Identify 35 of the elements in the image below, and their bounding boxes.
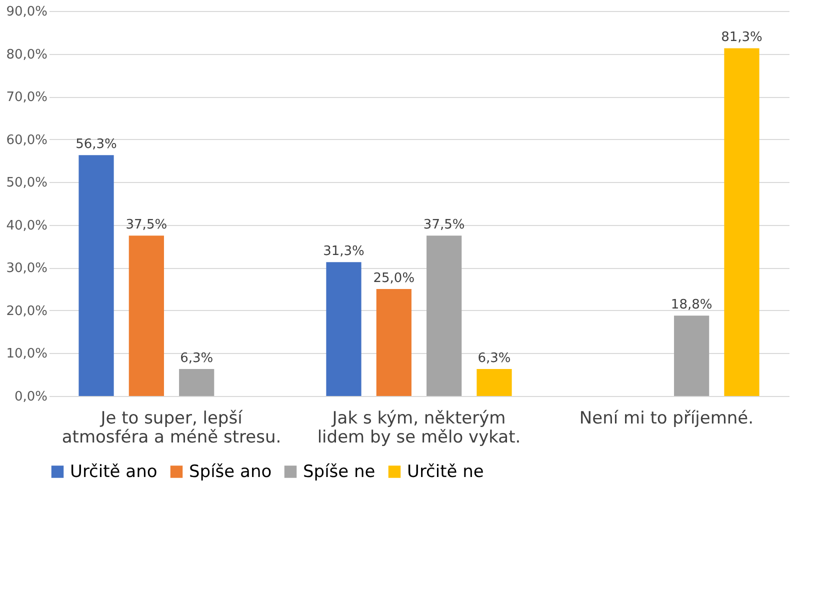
y-tick-label: 50,0% <box>6 176 48 191</box>
bar <box>179 369 214 396</box>
data-label: 6,3% <box>180 351 214 366</box>
bar <box>376 289 412 396</box>
data-label: 25,0% <box>373 271 415 286</box>
bar <box>426 236 462 396</box>
data-label: 37,5% <box>126 218 168 233</box>
x-tick-label: Není mi to příjemné. <box>579 408 754 428</box>
legend-label: Spíše ne <box>303 462 376 482</box>
data-label: 81,3% <box>721 30 762 46</box>
y-tick-label: 70,0% <box>6 90 48 106</box>
bar <box>78 155 114 396</box>
y-tick-label: 0,0% <box>14 390 48 404</box>
y-tick-label: 60,0% <box>6 132 48 148</box>
data-label: 56,3% <box>76 137 117 152</box>
bar <box>326 262 362 396</box>
data-label: 31,3% <box>323 244 364 260</box>
legend-label: Spíše ano <box>189 462 272 482</box>
y-tick-label: 30,0% <box>6 261 48 276</box>
x-tick-label: Jak s kým, některým lidem by se mělo vykat. <box>317 408 521 448</box>
data-label: 6,3% <box>478 351 511 366</box>
y-tick-label: 10,0% <box>6 346 48 362</box>
bar <box>128 236 164 396</box>
y-tick-label: 40,0% <box>6 218 48 234</box>
x-tick-label: Je to super, lepší atmosféra a méně stresu. <box>62 408 282 448</box>
bar <box>674 316 710 396</box>
y-tick-label: 20,0% <box>6 304 48 319</box>
data-label: 37,5% <box>423 218 465 233</box>
bar <box>476 369 512 396</box>
data-label: 18,8% <box>670 298 712 313</box>
bar <box>724 48 760 396</box>
y-tick-label: 90,0% <box>6 4 48 20</box>
legend-label: Určitě ano <box>70 462 158 482</box>
legend-label: Určitě ne <box>407 462 484 482</box>
y-tick-label: 80,0% <box>6 47 48 62</box>
